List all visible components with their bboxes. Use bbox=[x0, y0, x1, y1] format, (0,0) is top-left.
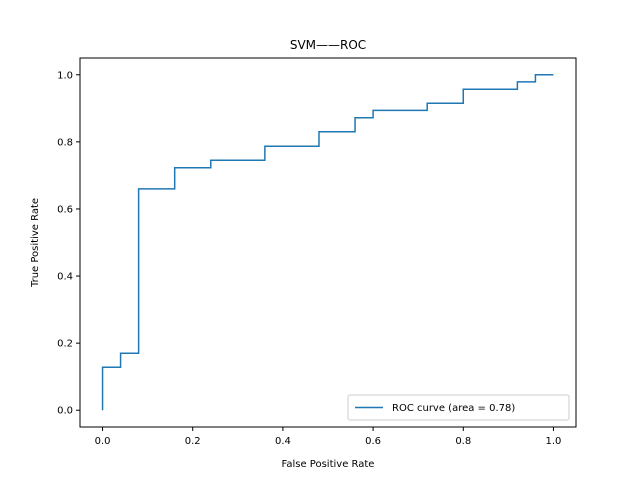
legend-box bbox=[347, 394, 570, 421]
y-tick-label: 0.6 bbox=[57, 204, 73, 215]
axes-frame bbox=[79, 57, 577, 428]
x-tick-label: 0.4 bbox=[275, 436, 291, 447]
roc-curve-line bbox=[101, 74, 554, 411]
legend-entry-label: ROC curve (area = 0.78) bbox=[392, 403, 515, 414]
x-tick-label: 0.8 bbox=[455, 436, 471, 447]
y-axis-label: True Positive Rate bbox=[30, 198, 41, 288]
x-tick-label: 1.0 bbox=[546, 436, 562, 447]
y-tick-label: 0.0 bbox=[57, 406, 73, 417]
y-tick-label: 0.2 bbox=[57, 339, 73, 350]
x-tick-label: 0.2 bbox=[185, 436, 201, 447]
y-tick-label: 0.8 bbox=[57, 137, 73, 148]
chart-title: SVM——ROC bbox=[290, 38, 366, 52]
x-tick-label: 0.6 bbox=[365, 436, 381, 447]
plot-area bbox=[101, 74, 554, 411]
x-tick-label: 0.0 bbox=[95, 436, 111, 447]
y-axis: 0.0 0.2 0.4 0.6 0.8 1.0 bbox=[57, 70, 80, 417]
x-axis-label: False Positive Rate bbox=[282, 459, 375, 470]
y-tick-label: 1.0 bbox=[57, 70, 73, 81]
x-axis: 0.0 0.2 0.4 0.6 0.8 1.0 bbox=[95, 427, 562, 447]
y-tick-label: 0.4 bbox=[57, 272, 73, 283]
legend: ROC curve (area = 0.78) bbox=[347, 394, 570, 421]
